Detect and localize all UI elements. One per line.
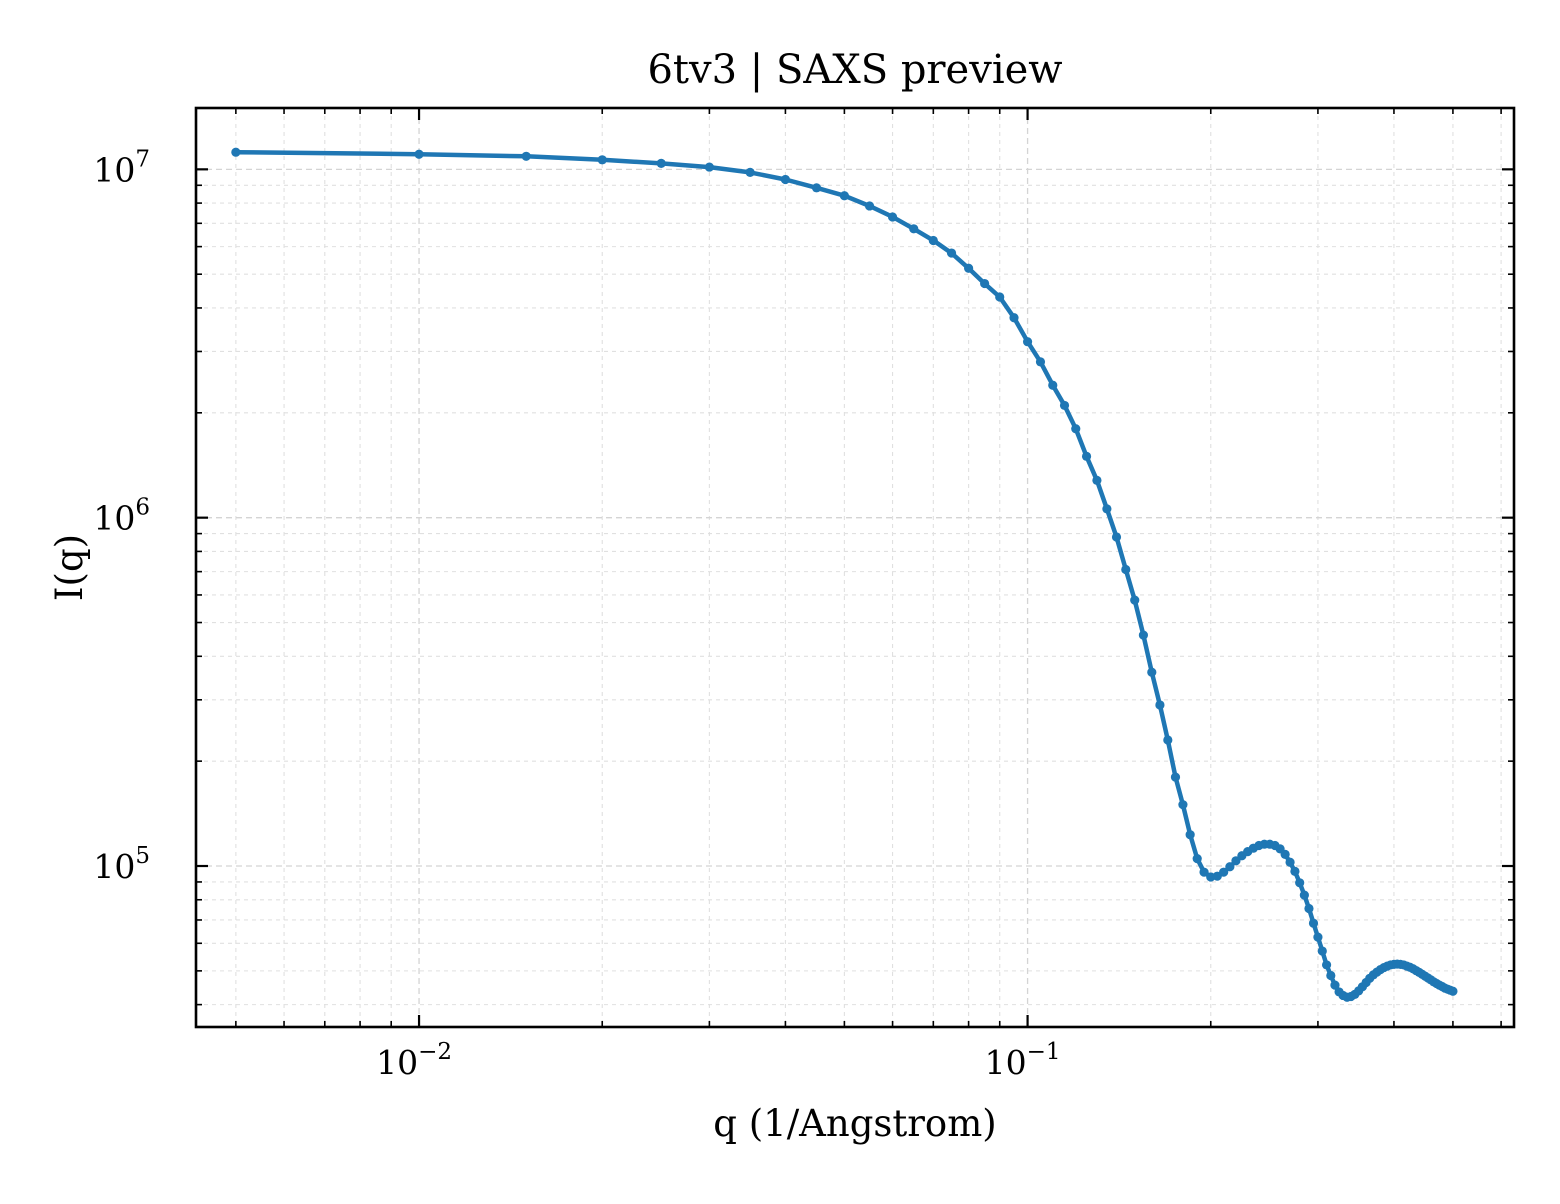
data-point <box>811 183 822 193</box>
data-point <box>1225 862 1235 872</box>
x-tick-label: 10−2 <box>376 1039 452 1082</box>
data-point <box>1192 854 1202 864</box>
data-point <box>1092 475 1102 485</box>
data-point <box>1290 866 1300 876</box>
grid-layer <box>196 108 1514 1027</box>
data-point <box>1121 564 1131 575</box>
data-point <box>1170 772 1181 782</box>
y-tick-label: 107 <box>93 146 150 189</box>
data-point <box>1299 890 1309 900</box>
data-point <box>1059 400 1070 411</box>
data-point <box>745 167 755 177</box>
data-point <box>887 212 898 222</box>
data-point <box>980 278 990 289</box>
data-point <box>946 248 957 258</box>
data-point <box>1130 595 1140 605</box>
y-tick-label: 106 <box>93 495 150 538</box>
plot-frame <box>194 106 1516 1029</box>
data-point <box>864 201 875 211</box>
data-point <box>1155 700 1165 710</box>
data-point <box>928 235 938 246</box>
data-point <box>1199 867 1209 877</box>
data-point <box>909 224 919 234</box>
data-point <box>964 263 974 273</box>
data-point <box>1448 986 1458 996</box>
data-point <box>839 191 849 201</box>
y-axis-label: I(q) <box>48 534 91 601</box>
data-point <box>704 162 714 172</box>
data-point <box>656 158 666 169</box>
data-point <box>1035 357 1046 367</box>
data-point <box>1285 857 1295 867</box>
data-layer <box>231 147 1458 1002</box>
y-tick-label: 105 <box>93 843 150 886</box>
data-point <box>1147 667 1157 677</box>
data-point <box>414 149 424 159</box>
data-point <box>1304 903 1314 914</box>
data-point <box>1219 867 1229 877</box>
data-point <box>1321 960 1332 970</box>
data-point <box>1317 946 1327 956</box>
data-point <box>1178 800 1188 810</box>
data-point <box>1048 380 1058 390</box>
data-point <box>1071 424 1081 434</box>
data-point <box>1111 532 1122 542</box>
data-point <box>1138 630 1148 640</box>
data-point <box>1280 849 1290 859</box>
data-point <box>1326 970 1336 981</box>
data-point <box>995 292 1005 302</box>
data-point <box>521 151 531 161</box>
x-axis-label: q (1/Angstrom) <box>713 1102 996 1145</box>
data-point <box>1102 504 1112 514</box>
data-point <box>1313 932 1323 942</box>
data-point <box>1022 337 1033 347</box>
tick-layer: 10−2 10−1 105 106 107 <box>93 108 1514 1082</box>
chart-title: 6tv3 | SAXS preview <box>647 47 1062 93</box>
data-point <box>1295 878 1305 888</box>
data-point <box>1185 830 1195 840</box>
data-point <box>1081 451 1092 461</box>
data-point <box>1308 918 1319 928</box>
data-point <box>1163 735 1173 745</box>
data-point <box>780 174 791 185</box>
x-tick-label: 10−1 <box>985 1039 1061 1082</box>
data-point <box>1009 313 1019 323</box>
data-point <box>597 155 607 165</box>
data-point <box>1330 980 1340 990</box>
data-point <box>231 147 241 157</box>
